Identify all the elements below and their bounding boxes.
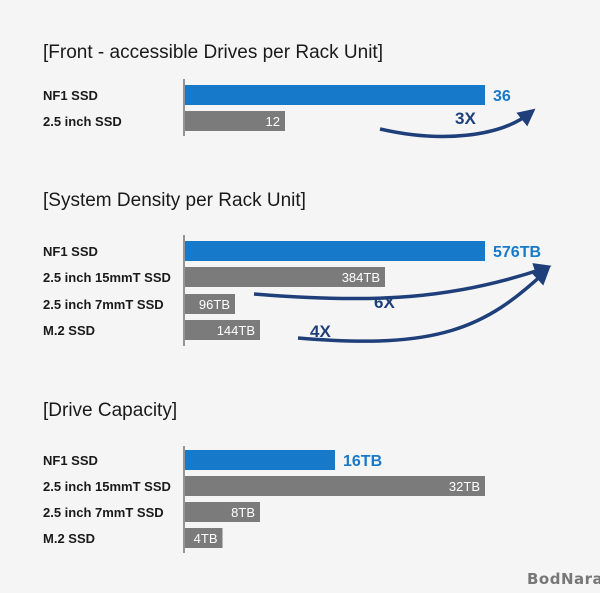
bar [185,294,235,314]
multiplier-label: 6X [374,293,395,312]
category-label: M.2 SSD [43,531,95,546]
multiplier-arrow [297,267,551,343]
data-label: 12 [266,114,280,129]
category-label: 2.5 inch SSD [43,114,122,129]
data-label: 4TB [194,531,218,546]
multiplier-label: 3X [455,109,476,128]
section-title: [Front - accessible Drives per Rack Unit… [43,42,383,63]
category-label: M.2 SSD [43,323,95,338]
section-title: [System Density per Rack Unit] [43,190,306,211]
category-label: NF1 SSD [43,244,98,259]
section-title: [Drive Capacity] [43,400,177,421]
category-label: 2.5 inch 7mmT SSD [43,505,164,520]
data-label: 576TB [493,244,541,261]
data-label: 144TB [217,323,255,338]
data-label: 32TB [449,479,480,494]
category-label: NF1 SSD [43,88,98,103]
watermark-logo: BodNara [527,570,600,588]
multiplier-arrow [253,263,552,301]
data-label: 384TB [342,270,380,285]
bar [185,502,260,522]
category-label: 2.5 inch 7mmT SSD [43,297,164,312]
bar [185,267,385,287]
bar [185,85,485,105]
category-label: 2.5 inch 15mmT SSD [43,270,171,285]
data-label: 36 [493,88,511,105]
data-label: 8TB [231,505,255,520]
bar [185,241,485,261]
data-label: 96TB [199,297,230,312]
bar [185,528,223,548]
multiplier-arrow [379,108,536,139]
bar [185,450,335,470]
category-label: 2.5 inch 15mmT SSD [43,479,171,494]
bar [185,476,485,496]
category-label: NF1 SSD [43,453,98,468]
bar [185,320,260,340]
multiplier-label: 4X [310,322,331,341]
bar [185,111,285,131]
data-label: 16TB [343,453,382,470]
